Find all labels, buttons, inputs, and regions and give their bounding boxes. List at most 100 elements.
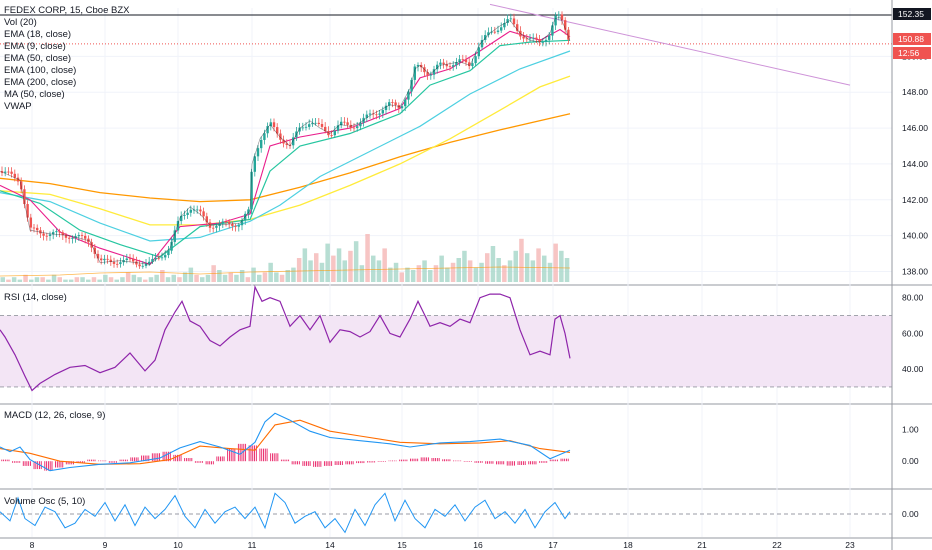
candle-body bbox=[77, 235, 80, 237]
rsi-tick-label: 60.00 bbox=[902, 328, 924, 338]
candle-body bbox=[474, 56, 477, 64]
candle-body bbox=[164, 255, 167, 258]
x-tick-label: 17 bbox=[548, 540, 558, 550]
candle-body bbox=[260, 139, 263, 149]
macd-pane[interactable] bbox=[0, 412, 571, 472]
price-badge bbox=[893, 8, 931, 20]
volume-bar bbox=[353, 241, 359, 282]
candle-body bbox=[23, 189, 26, 205]
candle-body bbox=[551, 25, 554, 36]
volume-bar bbox=[120, 277, 125, 282]
volume-bar bbox=[473, 267, 479, 282]
volume-bar bbox=[405, 267, 410, 282]
candle-body bbox=[180, 215, 183, 222]
candle-body bbox=[10, 171, 13, 174]
candle-body bbox=[253, 156, 256, 172]
candle-body bbox=[378, 113, 381, 115]
volume-bar bbox=[513, 250, 518, 282]
volume-bar bbox=[154, 274, 159, 282]
candle-body bbox=[256, 148, 260, 157]
candle-body bbox=[391, 102, 394, 103]
price-badge bbox=[893, 47, 931, 59]
candle-body bbox=[500, 27, 503, 31]
volume-bar bbox=[410, 270, 416, 282]
candle-body bbox=[506, 19, 509, 23]
volume-bar bbox=[325, 243, 330, 282]
volume-bar bbox=[80, 277, 85, 282]
candle-body bbox=[404, 99, 407, 107]
candle-body bbox=[250, 171, 253, 210]
volume-bar bbox=[507, 260, 513, 282]
candle-body bbox=[106, 258, 109, 260]
price-badge-text: 152.35 bbox=[898, 9, 924, 19]
volume-bar bbox=[108, 277, 114, 282]
volume-bar bbox=[160, 270, 165, 282]
volume-bar bbox=[348, 250, 353, 282]
candle-body bbox=[279, 133, 282, 140]
candle-body bbox=[36, 227, 39, 231]
volume-bar bbox=[536, 248, 541, 282]
candle-body bbox=[141, 265, 144, 267]
candle-body bbox=[320, 123, 324, 127]
candle-body bbox=[388, 102, 391, 106]
legend-vol[interactable]: Vol (20) bbox=[4, 17, 37, 28]
rsi-tick-label: 40.00 bbox=[902, 364, 924, 374]
candle-body bbox=[375, 114, 378, 116]
candle-body bbox=[324, 126, 327, 132]
candle-body bbox=[455, 62, 458, 66]
volume-bar bbox=[319, 262, 325, 282]
candle-body bbox=[445, 64, 448, 67]
candle-body bbox=[292, 137, 295, 146]
price-tick-label: 140.00 bbox=[902, 231, 928, 241]
candle-body bbox=[471, 63, 474, 67]
volume-osc-pane[interactable] bbox=[0, 492, 892, 534]
legend-ema18[interactable]: EMA (18, close) bbox=[4, 29, 72, 40]
volume-bar bbox=[336, 248, 342, 282]
candle-body bbox=[308, 124, 311, 127]
price-badge-text: 12:56 bbox=[898, 48, 920, 58]
volume-bar bbox=[467, 260, 473, 282]
volume-bar bbox=[371, 255, 376, 282]
price-badge bbox=[893, 33, 931, 45]
candle-body bbox=[160, 257, 164, 259]
legend-vwap[interactable]: VWAP bbox=[4, 101, 32, 112]
ema18-line bbox=[0, 39, 571, 258]
candle-body bbox=[125, 258, 128, 260]
candle-body bbox=[413, 66, 416, 80]
volume-bar bbox=[530, 260, 536, 282]
volume-bar bbox=[416, 265, 422, 282]
volume-bar bbox=[547, 262, 553, 282]
rsi-pane[interactable] bbox=[0, 284, 892, 392]
ema100-line bbox=[0, 75, 571, 226]
price-pane[interactable] bbox=[0, 3, 892, 282]
candle-body bbox=[359, 122, 362, 127]
candle-body bbox=[138, 264, 141, 267]
candle-body bbox=[464, 59, 468, 63]
volume-bar bbox=[445, 267, 450, 282]
macd-line bbox=[0, 412, 571, 472]
volume-bar bbox=[564, 258, 570, 282]
candle-body bbox=[52, 232, 55, 235]
legend-ema9[interactable]: EMA (9, close) bbox=[4, 41, 66, 52]
volume-bar bbox=[331, 255, 336, 282]
candle-body bbox=[436, 64, 439, 70]
legend-ema50[interactable]: EMA (50, close) bbox=[4, 53, 72, 64]
candle-body bbox=[516, 24, 519, 31]
candle-body bbox=[109, 259, 112, 262]
x-tick-label: 16 bbox=[473, 540, 483, 550]
legend-ma50[interactable]: MA (50, close) bbox=[4, 89, 65, 100]
legend-ema200[interactable]: EMA (200, close) bbox=[4, 77, 77, 88]
volume-bar bbox=[542, 255, 547, 282]
volume-bar bbox=[296, 258, 302, 282]
candle-body bbox=[426, 72, 429, 76]
candle-body bbox=[557, 14, 560, 16]
volume-bar bbox=[251, 267, 256, 282]
candle-body bbox=[439, 62, 442, 65]
candle-body bbox=[58, 231, 61, 233]
volume-bar bbox=[0, 277, 5, 282]
candle-body bbox=[13, 173, 16, 178]
legend-ema100[interactable]: EMA (100, close) bbox=[4, 65, 77, 76]
candle-body bbox=[554, 15, 557, 26]
